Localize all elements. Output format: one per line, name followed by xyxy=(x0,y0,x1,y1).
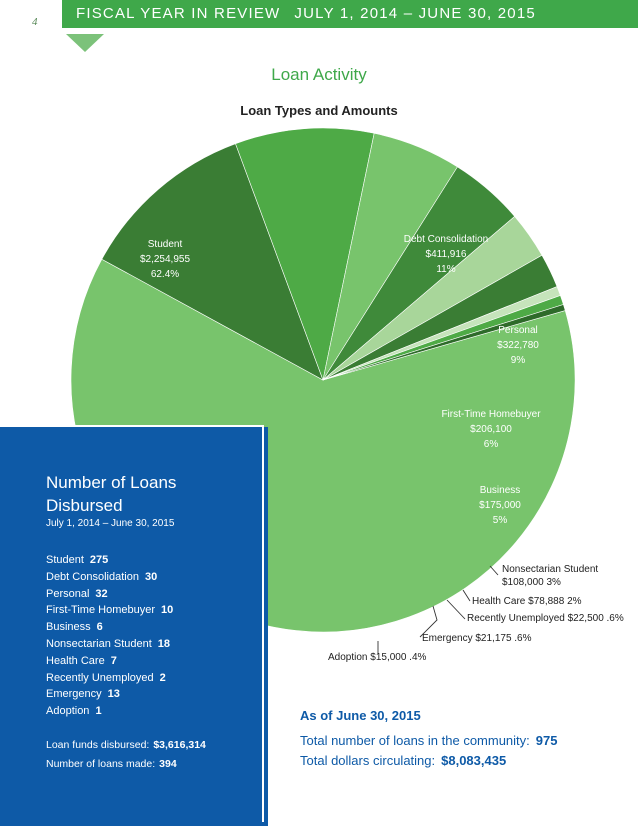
loan-count-label: Personal xyxy=(46,587,90,600)
loans-made-label: Number of loans made: xyxy=(46,758,156,770)
slice-percent: 6% xyxy=(484,439,499,450)
slice-label: Student xyxy=(148,239,183,250)
loan-count-label: Health Care xyxy=(46,654,105,667)
header-date-range: JULY 1, 2014 – JUNE 30, 2015 xyxy=(294,5,536,22)
loan-count-value: 6 xyxy=(96,621,103,634)
page-number: 4 xyxy=(32,16,38,28)
loan-count-value: 7 xyxy=(110,654,117,667)
slice-label: Personal xyxy=(498,325,537,336)
slice-percent: 5% xyxy=(493,515,508,526)
total-dollars-label: Total dollars circulating: xyxy=(300,753,436,768)
slice-label: First-Time Homebuyer xyxy=(441,409,541,420)
slice-amount: $2,254,955 xyxy=(140,254,190,265)
slice-label: Business xyxy=(480,485,521,496)
total-loans-line: Total number of loans in the community: 9… xyxy=(300,733,557,748)
slice-amount: $206,100 xyxy=(470,424,512,435)
loan-count-item: Debt Consolidation 30 xyxy=(46,569,173,586)
leader-line xyxy=(446,599,466,620)
slice-amount: $322,780 xyxy=(497,340,539,351)
slice-value: $108,000 3% xyxy=(502,577,561,588)
loan-count-item: Nonsectarian Student 18 xyxy=(46,636,173,653)
slice-percent: 62.4% xyxy=(151,269,179,280)
loan-count-value: 30 xyxy=(144,570,158,583)
funds-disbursed: Loan funds disbursed: $3,616,314 xyxy=(46,739,206,751)
loan-count-value: 1 xyxy=(95,705,102,718)
total-dollars-value: $8,083,435 xyxy=(441,753,507,768)
panel-frame xyxy=(8,425,264,822)
header-banner: FISCAL YEAR IN REVIEW JULY 1, 2014 – JUNE… xyxy=(62,0,638,28)
loan-count-label: Adoption xyxy=(46,705,90,718)
loan-count-item: Business 6 xyxy=(46,619,173,636)
funds-value: $3,616,314 xyxy=(153,739,206,751)
leader-line xyxy=(462,589,471,602)
pie-slice-personal xyxy=(235,127,375,382)
loan-count-value: 18 xyxy=(157,637,171,650)
total-loans-value: 975 xyxy=(535,733,558,748)
loan-count-label: Business xyxy=(46,621,91,634)
triangle-marker xyxy=(66,34,104,52)
pie-slice-adoption xyxy=(322,304,566,381)
chart-title: Loan Types and Amounts xyxy=(240,103,398,118)
funds-label: Loan funds disbursed: xyxy=(46,739,150,751)
slice-percent: 9% xyxy=(511,355,526,366)
loan-count-item: Emergency 13 xyxy=(46,686,173,703)
slice-label: Emergency $21,175 .6% xyxy=(422,633,532,644)
section-title: Loan Activity xyxy=(271,65,367,84)
loan-count-value: 10 xyxy=(161,604,174,617)
loan-count-label: Emergency xyxy=(46,688,102,701)
slice-label: Nonsectarian Student xyxy=(502,564,598,575)
total-dollars-line: Total dollars circulating: $8,083,435 xyxy=(300,753,506,768)
loans-disbursed-panel: Number of Loans Disbursed July 1, 2014 –… xyxy=(0,425,268,826)
leader-line xyxy=(489,565,499,576)
loan-count-list: Student 275 Debt Consolidation 30 Personal 32… xyxy=(46,552,173,720)
slice-amount: $175,000 xyxy=(479,500,521,511)
loans-made-value: 394 xyxy=(159,758,177,770)
loan-count-label: Student xyxy=(46,554,84,566)
pie-slice-debt-consolidation xyxy=(101,143,324,381)
loan-count-label: Recently Unemployed xyxy=(46,671,154,684)
slice-amount: $411,916 xyxy=(426,249,467,260)
slice-label: Debt Consolidation xyxy=(404,234,489,245)
panel-title: Number of Loans Disbursed xyxy=(46,473,177,515)
as-of-heading: As of June 30, 2015 xyxy=(300,708,421,723)
leader-line xyxy=(419,605,438,638)
loan-count-item: Student 275 xyxy=(46,552,173,569)
loan-count-item: Recently Unemployed 2 xyxy=(46,670,173,687)
loan-count-item: First-Time Homebuyer 10 xyxy=(46,602,173,619)
total-loans-label: Total number of loans in the community: xyxy=(300,733,530,748)
loan-count-value: 32 xyxy=(95,587,108,600)
loan-count-label: Debt Consolidation xyxy=(46,570,139,583)
loans-made: Number of loans made: 394 xyxy=(46,758,177,770)
loan-count-label: Nonsectarian Student xyxy=(46,637,152,650)
header-title: FISCAL YEAR IN REVIEW xyxy=(76,5,281,22)
loan-count-item: Personal 32 xyxy=(46,586,173,603)
loan-count-item: Health Care 7 xyxy=(46,653,173,670)
loan-count-value: 2 xyxy=(159,671,166,684)
loan-count-label: First-Time Homebuyer xyxy=(46,604,155,617)
loan-count-item: Adoption 1 xyxy=(46,703,173,720)
slice-label: Recently Unemployed $22,500 .6% xyxy=(467,613,624,624)
slice-percent: 11% xyxy=(436,264,455,275)
slice-label: Health Care $78,888 2% xyxy=(472,596,582,607)
loan-count-value: 275 xyxy=(89,554,109,566)
panel-subtitle: July 1, 2014 – June 30, 2015 xyxy=(46,518,175,529)
slice-label: Adoption $15,000 .4% xyxy=(328,652,427,663)
loan-count-value: 13 xyxy=(107,688,120,701)
